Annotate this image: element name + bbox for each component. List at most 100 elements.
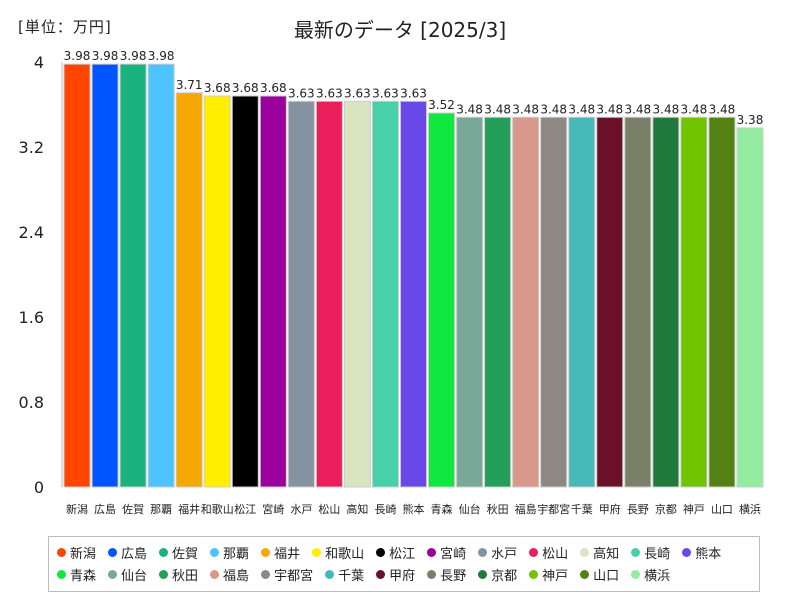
value-label: 3.48 — [456, 102, 483, 116]
value-label: 3.48 — [709, 102, 736, 116]
bar — [343, 100, 371, 488]
legend-label: 青森 — [70, 568, 97, 584]
bar — [63, 63, 91, 488]
legend-dot-icon — [57, 547, 66, 557]
bar — [512, 116, 540, 488]
legend-dot-icon — [376, 547, 386, 557]
x-tick-label: 熊本 — [403, 502, 425, 516]
legend-dot-icon — [312, 547, 322, 557]
value-label: 3.98 — [92, 49, 119, 63]
x-tick-label: 水戸 — [290, 503, 312, 516]
y-tick-label: 1.6 — [19, 308, 44, 327]
legend-item: 和歌山 — [312, 541, 364, 563]
legend-label: 京都 — [491, 568, 518, 584]
legend-dot-icon — [478, 547, 488, 557]
legend-item: 宇都宮 — [261, 563, 313, 585]
chart-title: 最新のデータ [2025/3] — [293, 18, 507, 42]
value-label: 3.98 — [120, 49, 147, 63]
x-tick-label: 佐賀 — [122, 502, 144, 516]
bar — [596, 116, 624, 488]
value-label: 3.48 — [596, 102, 623, 116]
x-tick-label: 宮崎 — [262, 502, 284, 516]
y-tick-label: 0.8 — [19, 393, 44, 412]
legend-item: 仙台 — [108, 563, 147, 585]
legend-label: 新潟 — [70, 546, 97, 562]
legend-item: 佐賀 — [159, 541, 198, 563]
x-tick-label: 仙台 — [459, 502, 481, 516]
value-label: 3.71 — [176, 78, 203, 92]
x-tick-label: 秋田 — [487, 502, 509, 516]
x-tick-label: 長崎 — [374, 502, 396, 516]
legend-label: 宇都宮 — [274, 568, 314, 584]
legend-dot-icon — [427, 569, 437, 579]
bar — [399, 100, 428, 488]
legend-item: 長崎 — [631, 541, 670, 563]
value-label: 3.48 — [568, 102, 595, 116]
legend-dot-icon — [159, 547, 169, 557]
legend-label: 福井 — [274, 546, 301, 562]
legend-item: 長野 — [427, 563, 466, 585]
x-tick-label: 甲府 — [599, 502, 621, 516]
bar — [315, 100, 343, 488]
legend-label: 横浜 — [644, 568, 671, 584]
legend-dot-icon — [261, 547, 271, 557]
y-tick-label: 3.2 — [19, 138, 44, 157]
legend-label: 熊本 — [695, 546, 722, 562]
x-tick-label: 新潟 — [66, 502, 88, 516]
value-label: 3.63 — [288, 86, 315, 100]
value-label: 3.63 — [400, 86, 427, 100]
x-tick-label: 山口 — [711, 503, 733, 516]
value-label: 3.63 — [372, 86, 399, 100]
legend-label: 山口 — [593, 568, 620, 584]
value-label: 3.63 — [316, 86, 343, 100]
x-tick-label: 青森 — [431, 502, 453, 516]
value-label: 3.52 — [428, 98, 455, 112]
value-label: 3.68 — [260, 81, 287, 95]
legend-label: 福島 — [223, 568, 250, 584]
legend-label: 高知 — [593, 546, 620, 562]
value-label: 3.48 — [624, 102, 651, 116]
bar-chart: 00.81.62.43.24 3.98 3.98 3.98 3.983.71 3.68 3… — [19, 49, 764, 516]
bar — [203, 95, 231, 488]
legend-item: 新潟 — [57, 541, 96, 563]
bars — [63, 63, 764, 488]
bar — [736, 127, 764, 488]
legend-label: 宮崎 — [440, 546, 467, 562]
x-tick-label: 福井 — [178, 502, 200, 516]
legend-item: 水戸 — [478, 541, 517, 563]
legend-dot-icon — [682, 547, 692, 557]
legend: 新潟 広島 佐賀 那覇 福井 和歌山 松江 宮崎 水戸 松山 高知 長崎 熊本 青森 仙台 秋田 福島 宇都宮 千葉… — [48, 536, 760, 592]
value-label: 3.68 — [204, 81, 231, 95]
legend-item: 神戸 — [529, 563, 568, 585]
legend-dot-icon — [57, 569, 66, 579]
legend-item: 青森 — [57, 563, 96, 585]
bar — [119, 63, 147, 488]
bar — [624, 116, 652, 488]
legend-label: 神戸 — [542, 568, 569, 584]
value-labels: 3.98 3.98 3.98 3.983.71 3.68 3.68 3.68 3.63 3.63… — [64, 49, 764, 127]
legend-dot-icon — [210, 547, 220, 557]
value-label: 3.48 — [512, 102, 539, 116]
legend-dot-icon — [325, 569, 335, 579]
legend-label: 和歌山 — [325, 546, 365, 562]
bar — [456, 116, 484, 488]
value-label: 3.98 — [148, 49, 175, 63]
bar — [568, 116, 596, 488]
value-label: 3.48 — [653, 102, 680, 116]
legend-item: 横浜 — [631, 563, 670, 585]
value-label: 3.48 — [681, 102, 708, 116]
legend-dot-icon — [529, 569, 539, 579]
value-label: 3.48 — [540, 102, 567, 116]
legend-item: 宮崎 — [427, 541, 466, 563]
legend-item: 熊本 — [682, 541, 721, 563]
legend-item: 那覇 — [210, 541, 249, 563]
legend-dot-icon — [580, 569, 590, 579]
x-tick-label: 那覇 — [150, 503, 172, 516]
legend-dot-icon — [210, 569, 220, 579]
legend-item: 甲府 — [376, 563, 415, 585]
legend-item: 広島 — [108, 541, 147, 563]
x-tick-label: 松江 — [234, 502, 256, 516]
x-tick-label: 高知 — [346, 502, 368, 516]
legend-label: 那覇 — [223, 546, 250, 562]
legend-item: 福井 — [261, 541, 300, 563]
